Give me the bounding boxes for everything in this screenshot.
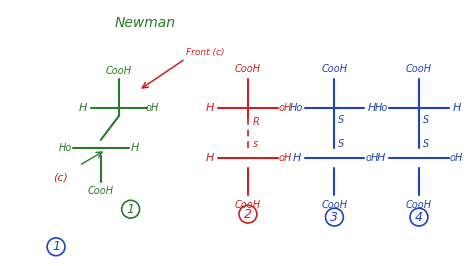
- Text: H: H: [292, 153, 301, 163]
- Text: H: H: [130, 143, 139, 153]
- Text: CooH: CooH: [88, 186, 114, 196]
- Text: Ho: Ho: [58, 143, 72, 153]
- Text: CooH: CooH: [321, 64, 347, 74]
- Text: H: H: [79, 103, 87, 113]
- Text: oH: oH: [450, 153, 464, 163]
- Text: oH: oH: [279, 153, 292, 163]
- Text: Front (c): Front (c): [186, 48, 224, 57]
- Text: S: S: [423, 115, 429, 125]
- Text: H: H: [453, 103, 461, 113]
- Text: oH: oH: [365, 153, 379, 163]
- Text: H: H: [368, 103, 376, 113]
- Text: S: S: [423, 139, 429, 149]
- Text: Ho: Ho: [290, 103, 303, 113]
- Text: 1: 1: [127, 203, 135, 216]
- Text: H: H: [377, 153, 385, 163]
- Text: H: H: [206, 103, 214, 113]
- Text: 2: 2: [244, 208, 252, 221]
- Text: Ho: Ho: [374, 103, 388, 113]
- Text: H: H: [206, 153, 214, 163]
- Text: 3: 3: [330, 211, 338, 224]
- Text: (c): (c): [54, 173, 68, 182]
- Text: oH: oH: [146, 103, 159, 113]
- Text: 4: 4: [415, 211, 423, 224]
- Text: CooH: CooH: [321, 200, 347, 210]
- Text: R: R: [253, 117, 260, 127]
- Text: CooH: CooH: [406, 200, 432, 210]
- Text: CooH: CooH: [235, 64, 261, 74]
- Text: 1: 1: [52, 240, 60, 253]
- Text: s: s: [253, 139, 258, 149]
- Text: S: S: [338, 115, 345, 125]
- Text: CooH: CooH: [235, 200, 261, 210]
- Text: oH: oH: [279, 103, 292, 113]
- Text: CooH: CooH: [106, 66, 132, 76]
- Text: CooH: CooH: [406, 64, 432, 74]
- Text: S: S: [338, 139, 345, 149]
- Text: Newman: Newman: [115, 16, 176, 30]
